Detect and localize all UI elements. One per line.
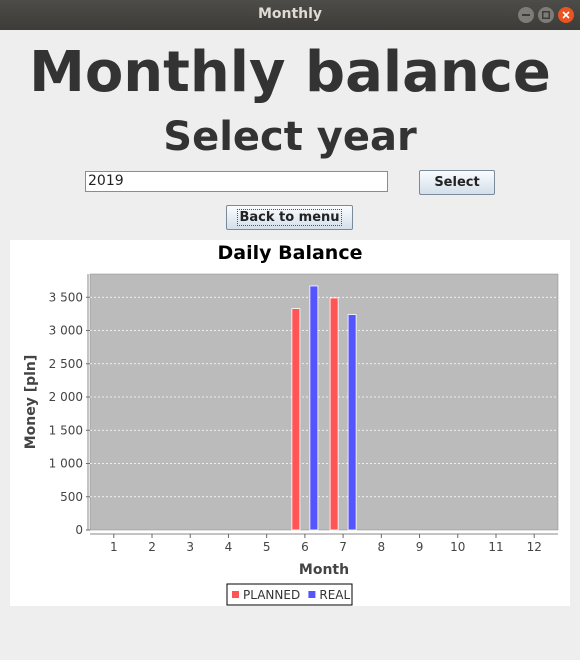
page-subtitle: Select year	[163, 114, 417, 160]
bar-planned-6	[291, 308, 301, 531]
close-icon	[562, 11, 570, 19]
legend-label-real: REAL	[319, 588, 350, 602]
x-tick-label: 10	[450, 540, 465, 554]
bar-real-7	[347, 314, 357, 531]
y-tick-label: 500	[60, 490, 83, 504]
daily-balance-chart: Daily Balance 0 500 1 000 1 500 2 000 2 500 3 0…	[23, 242, 559, 606]
y-tick-label: 3 000	[49, 324, 83, 338]
x-tick-label: 2	[148, 540, 156, 554]
legend-box	[226, 583, 353, 606]
y-tick-label: 2 000	[49, 390, 83, 404]
year-input[interactable]: 2019	[85, 171, 388, 192]
close-button[interactable]	[558, 7, 574, 23]
minimize-icon	[522, 14, 530, 16]
x-axis-label: Month	[299, 562, 349, 578]
x-tick-label: 11	[488, 540, 503, 554]
y-tick-label: 0	[75, 523, 83, 537]
bar-planned-7	[329, 297, 339, 531]
x-tick-label: 12	[527, 540, 542, 554]
y-tick-label: 3 500	[49, 290, 83, 304]
x-tick-label: 4	[225, 540, 233, 554]
maximize-button[interactable]	[538, 7, 554, 23]
y-tick-label: 1 000	[49, 457, 83, 471]
maximize-icon	[542, 11, 550, 19]
x-tick-label: 8	[378, 540, 386, 554]
y-tick-label: 1 500	[49, 423, 83, 437]
chart-title: Daily Balance	[218, 242, 363, 264]
x-tick-label: 9	[416, 540, 424, 554]
x-tick-label: 7	[339, 540, 347, 554]
legend-swatch-planned	[232, 591, 239, 598]
y-axis-label: Money [pln]	[23, 355, 39, 450]
y-tick-label: 2 500	[49, 357, 83, 371]
window-title: Monthly	[257, 6, 323, 22]
window-titlebar: Monthly	[0, 0, 580, 30]
plot-area	[89, 273, 559, 531]
back-to-menu-label: Back to menu	[237, 209, 342, 226]
x-tick-label: 5	[263, 540, 271, 554]
x-tick-label: 3	[186, 540, 194, 554]
legend-label-planned: PLANNED	[243, 588, 300, 602]
x-tick-label: 1	[110, 540, 118, 554]
bar-real-6	[309, 285, 319, 531]
x-tick-label: 6	[301, 540, 309, 554]
select-button[interactable]: Select	[419, 170, 495, 195]
legend-swatch-real	[308, 591, 316, 598]
page-title: Monthly balance	[29, 40, 551, 105]
minimize-button[interactable]	[518, 7, 534, 23]
chart-panel: Daily Balance 0 500 1 000 1 500 2 000 2 500 3 0…	[10, 240, 570, 606]
back-to-menu-button[interactable]: Back to menu	[226, 205, 353, 230]
